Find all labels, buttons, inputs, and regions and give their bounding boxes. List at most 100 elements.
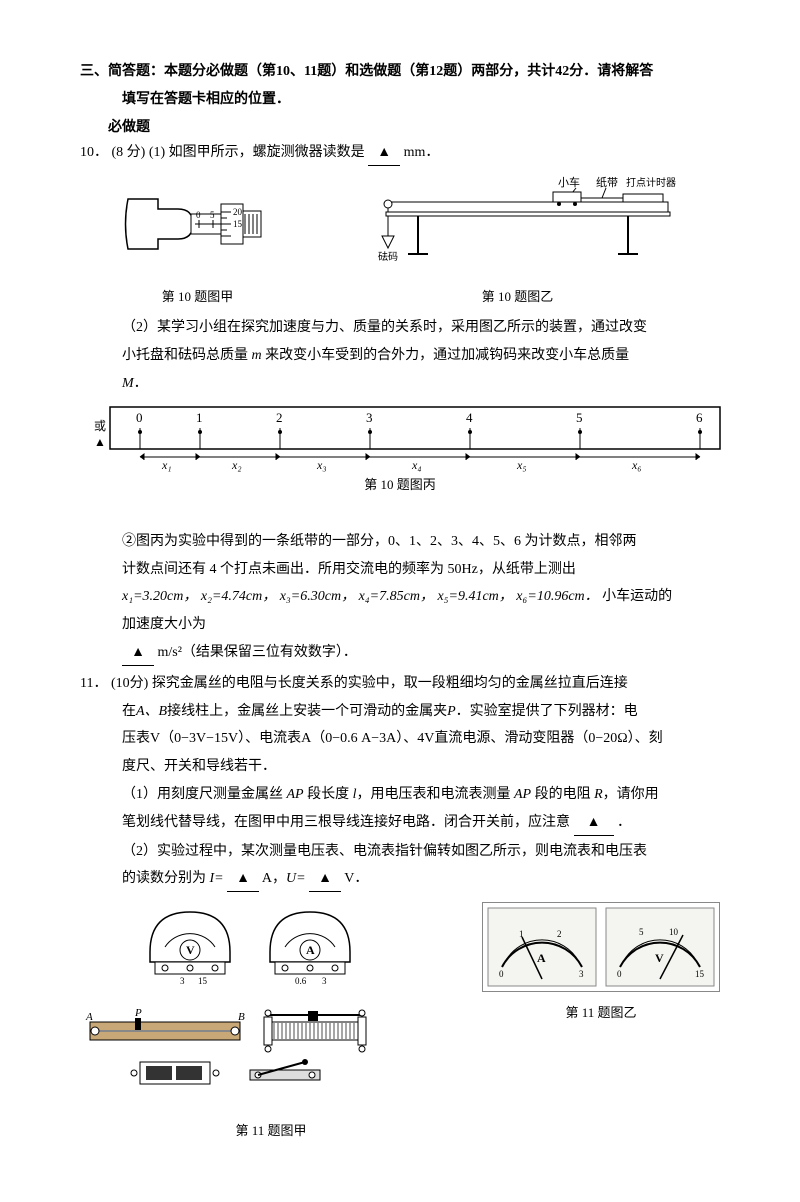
q11-p1b: 段长度 (304, 787, 353, 802)
blank-fill-accel[interactable]: ▲ (122, 641, 154, 666)
q10-ans-line: ▲ m/s²（结果保留三位有效数字）． (80, 641, 720, 666)
q10-measurements: x₁=3.20cm， x₂=4.74cm， x₃=6.30cm， x₄=7.85… (80, 585, 720, 609)
var-m: m (252, 348, 262, 363)
meas-x3: x₃=6.30cm， (280, 589, 355, 604)
mm-tick-5: 5 (210, 210, 215, 220)
voltmeter-face-icon: 0 5 10 15 V (605, 907, 715, 987)
seg-x4: x₄ (411, 458, 422, 472)
q11-p2a: （2）实验过程中，某次测量电压表、电流表指针偏转如图乙所示，则电流表和电压表 (122, 844, 647, 859)
ammeter-face-icon: 0 1 2 3 A (487, 907, 597, 987)
question-10: 10． (8 分) (1) 如图甲所示，螺旋测微器读数是 ▲ mm． (80, 141, 720, 166)
wire-B: B (238, 1011, 245, 1023)
q10-fig-bing-cap: 第 10 题图丙 (80, 474, 720, 496)
v-tick-10: 10 (669, 927, 679, 937)
a-tick-2: 2 (557, 929, 562, 939)
mm-tick-0: 0 (196, 210, 201, 220)
q10-p2b-l2: 计数点间还有 4 个打点未画出．所用交流电的频率为 50Hz，从纸带上测出 (80, 558, 720, 582)
label-tape: 纸带 (596, 176, 618, 189)
tick-2: 2 (276, 410, 283, 425)
tick-1: 1 (196, 410, 203, 425)
q10-fig-yi-cap: 第 10 题图乙 (358, 286, 678, 308)
q11-fig-yi: 0 1 2 3 A 0 5 10 15 V (482, 902, 720, 1024)
seg-x5: x₅ (516, 458, 527, 472)
v-range-15: 15 (198, 976, 208, 986)
section-title-l1: 三、简答题：本题分必做题（第10、11题）和选做题（第12题）两部分，共计42分… (80, 64, 653, 79)
subsection-title: 必做题 (108, 116, 720, 140)
q11-l2a: 在 (122, 704, 136, 719)
q11-fig-jia-cap: 第 11 题图甲 (80, 1120, 462, 1142)
ammeter-A: A (537, 951, 546, 965)
q11-p1e: ，请你用 (603, 787, 659, 802)
q11-l2b: 接线柱上，金属丝上安装一个可滑动的金属夹 (167, 704, 447, 719)
thimble-20: 20 (233, 207, 243, 217)
q11-p1d: 段的电阻 (531, 787, 594, 802)
a-tick-3: 3 (579, 969, 584, 979)
wire-A: A (85, 1011, 93, 1023)
tick-4: 4 (466, 410, 473, 425)
q11-fig-yi-cap: 第 11 题图乙 (482, 1002, 720, 1024)
blank-I[interactable]: ▲ (227, 867, 259, 892)
lab-U: U= (286, 871, 306, 886)
period: ． (134, 376, 148, 391)
blank-tri2: ▲ (131, 645, 145, 660)
a-range-06: 0.6 (295, 976, 307, 986)
q11-p1l2: 笔划线代替导线，在图甲中用三根导线连接好电路．闭合开关前，应注意 (122, 815, 570, 830)
q10-p2-l2b: 来改变小车受到的合外力，通过加减钩码来改变小车总质量 (262, 348, 630, 363)
q11-p2b: 的读数分别为 (122, 871, 210, 886)
blank-precaution[interactable]: ▲ (574, 811, 614, 836)
q11-p2-l2: 的读数分别为 I= ▲ A，U= ▲ V． (80, 867, 720, 892)
lab-I: I= (210, 871, 224, 886)
q11-p2mid: A， (262, 871, 286, 886)
label-car: 小车 (558, 175, 580, 189)
tick-6: 6 (696, 410, 703, 425)
q10-p2b-l1: ②图丙为实验中得到的一条纸带的一部分，0、1、2、3、4、5、6 为计数点，相邻… (80, 530, 720, 554)
seg-x6: x₆ (631, 458, 642, 472)
q10-p2-l2a: 小托盘和砝码总质量 (122, 348, 252, 363)
label-weight: 砝码 (378, 250, 398, 263)
track-apparatus-icon: 小车 纸带 打点计时器 砝码 (358, 174, 678, 284)
q11-p1c: ，用电压表和电流表测量 (357, 787, 515, 802)
q10-fig-bing: 或 ▲ 0 1 2 3 4 5 6 (80, 402, 720, 496)
blank-triangle: ▲ (377, 145, 391, 160)
tape-left-or: 或 (94, 419, 106, 433)
thimble-15: 15 (233, 219, 243, 229)
micrometer-icon: 0 5 20 15 (123, 174, 273, 284)
q10-p2-l1: （2）某学习小组在探究加速度与力、质量的关系时，采用图乙所示的装置，通过改变 (80, 316, 720, 340)
q11-points: (10分) (111, 676, 148, 691)
q11-number: 11． (80, 676, 107, 691)
tick-5: 5 (576, 410, 583, 425)
lab-AB: A、B (136, 704, 167, 719)
tick-0: 0 (136, 410, 143, 425)
seg-x3: x₃ (316, 458, 327, 472)
meter-V-label: V (186, 943, 195, 957)
q11-fig-jia: V 3 15 A 0.6 3 (80, 902, 462, 1142)
q11-l3: 压表V（0−3V−15V）、电流表A（0−0.6 A−3A）、4V直流电源、滑动… (80, 727, 720, 751)
wire-P: P (134, 1007, 142, 1019)
meas-x6: x₆=10.96cm． (516, 589, 598, 604)
blank-U[interactable]: ▲ (309, 867, 341, 892)
meter-A-label: A (306, 943, 315, 957)
q11-p2: （2）实验过程中，某次测量电压表、电流表指针偏转如图乙所示，则电流表和电压表 (80, 840, 720, 864)
q11-p1: （1）用刻度尺测量金属丝 AP 段长度 l，用电压表和电流表测量 AP 段的电阻… (80, 783, 720, 807)
q10-p2-l3: M． (80, 372, 720, 396)
meas-x4: x₄=7.85cm， (359, 589, 434, 604)
voltmeter-V: V (655, 951, 664, 965)
q10-figures-row: 0 5 20 15 第 10 题图甲 小车 纸带 打点计时器 (80, 174, 720, 308)
q11-p1l2-end: ． (617, 815, 631, 830)
a-tick-0: 0 (499, 969, 504, 979)
blank-tri3: ▲ (587, 815, 601, 830)
meas-x5: x₅=9.41cm， (437, 589, 512, 604)
q10-p1-text: (1) 如图甲所示，螺旋测微器读数是 (149, 145, 365, 160)
q11-l2c: ．实验室提供了下列器材：电 (456, 704, 638, 719)
section-header: 三、简答题：本题分必做题（第10、11题）和选做题（第12题）两部分，共计42分… (80, 60, 720, 84)
v-range-3: 3 (180, 976, 185, 986)
q10-p2-l2: 小托盘和砝码总质量 m 来改变小车受到的合外力，通过加减钩码来改变小车总质量 (80, 344, 720, 368)
blank-fill[interactable]: ▲ (368, 141, 400, 166)
seg-x1: x₁ (161, 458, 172, 472)
meas-x2: x₂=4.74cm， (201, 589, 276, 604)
section-header-l2: 填写在答题卡相应的位置． (80, 88, 720, 112)
tape-left-tri: ▲ (94, 435, 106, 449)
q11-l1: 探究金属丝的电阻与长度关系的实验中，取一段粗细均匀的金属丝拉直后连接 (152, 676, 628, 691)
q10-fig-jia: 0 5 20 15 第 10 题图甲 (123, 174, 273, 308)
q11-p1a: （1）用刻度尺测量金属丝 (122, 787, 287, 802)
